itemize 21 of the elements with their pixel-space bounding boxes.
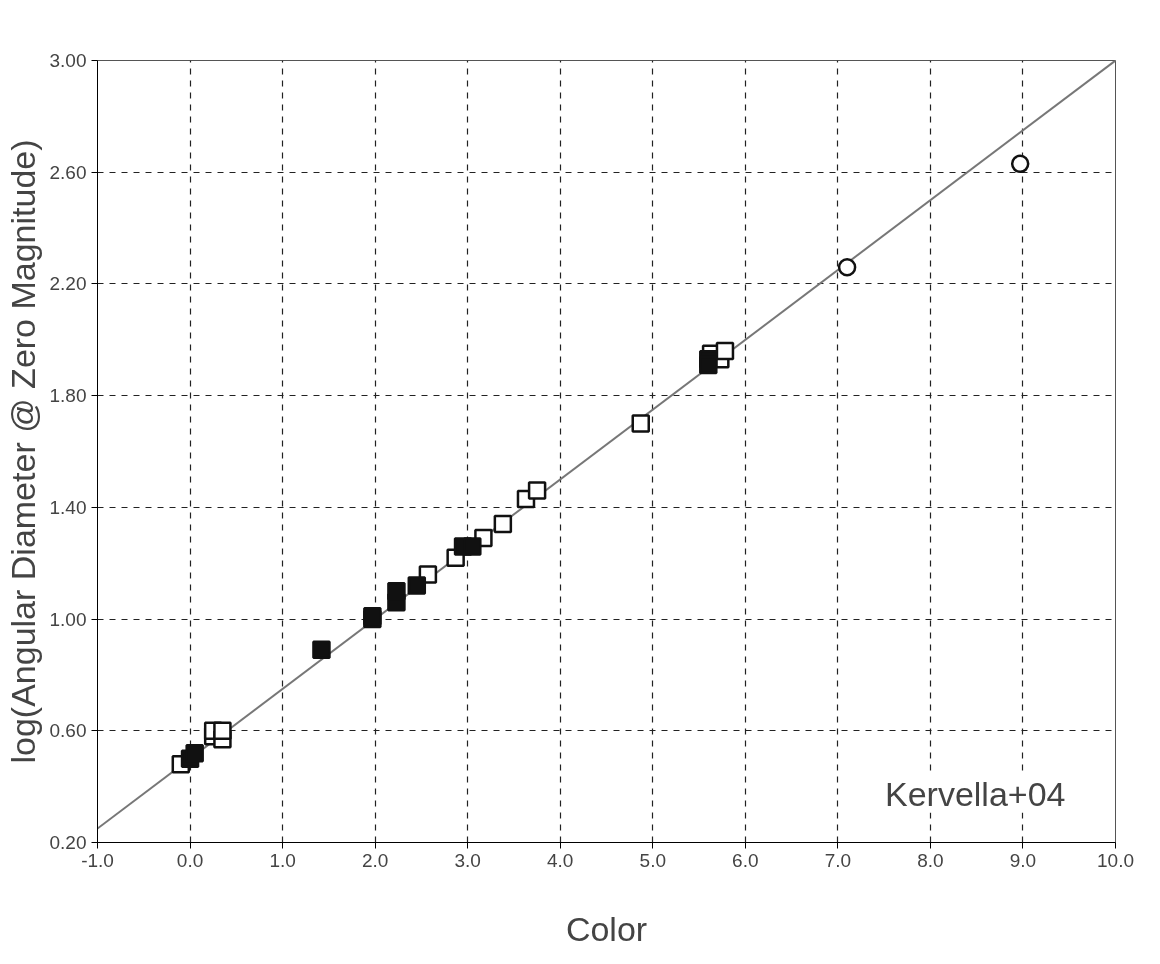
- y-tick-label: 2.20: [49, 273, 87, 295]
- y-axis-title: log(Angular Diameter @ Zero Magnitude): [3, 139, 42, 764]
- x-tick-label: 9.0: [1009, 849, 1037, 871]
- y-tick-label: 1.40: [49, 496, 87, 518]
- y-tick-label: 1.00: [49, 608, 87, 630]
- x-tick-label: 1.0: [269, 849, 296, 871]
- y-tick-label: 0.60: [49, 720, 87, 742]
- y-tick-label: 2.60: [49, 161, 87, 183]
- x-tick-label: 0.0: [176, 849, 204, 871]
- x-tick-label: 6.0: [732, 849, 759, 871]
- x-axis-title: Color: [565, 909, 648, 948]
- x-tick-label: 10.0: [1097, 849, 1134, 871]
- x-tick-label: 3.0: [454, 849, 481, 871]
- x-tick-label: 7.0: [824, 849, 852, 871]
- y-tick-label: 3.00: [49, 50, 87, 71]
- y-tick-label: 1.80: [49, 385, 87, 407]
- x-tick-label: 2.0: [361, 849, 389, 871]
- x-tick-label: 8.0: [917, 849, 944, 871]
- x-tick-label: 4.0: [547, 849, 574, 871]
- annotation: Kervella+04: [884, 774, 1066, 813]
- x-tick-label: 5.0: [639, 849, 666, 871]
